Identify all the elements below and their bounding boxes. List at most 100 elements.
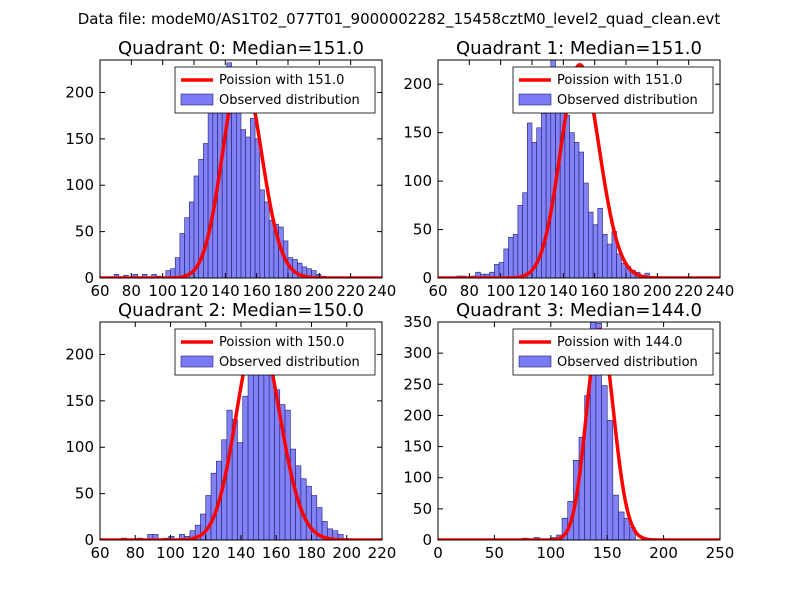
histogram-bar — [240, 129, 246, 278]
histogram-bar — [268, 220, 275, 278]
histogram-bar — [498, 262, 505, 278]
histogram-bar — [583, 182, 589, 278]
y-tick-label: 100 — [65, 176, 94, 194]
legend-box — [512, 328, 714, 376]
axes-frame — [437, 59, 721, 279]
histogram-bar — [179, 233, 185, 278]
legend-bar-swatch — [518, 355, 552, 368]
histogram-bar — [592, 224, 599, 278]
x-tick-label: 200 — [649, 544, 678, 562]
x-tick-label: 100 — [486, 282, 515, 300]
histogram-bar — [602, 234, 608, 278]
histogram-bar — [264, 201, 270, 278]
x-tick-label: 140 — [227, 544, 256, 562]
panel-title: Quadrant 1: Median=151.0 — [456, 38, 702, 59]
y-tick-label: 150 — [65, 130, 94, 148]
panel-title: Quadrant 0: Median=151.0 — [118, 38, 364, 59]
axes-frame — [437, 321, 721, 541]
histogram-bar — [618, 511, 625, 540]
x-tick-label: 160 — [580, 282, 609, 300]
histogram-bar — [113, 273, 120, 278]
x-tick-label: 80 — [460, 282, 479, 300]
legend-label-histogram: Observed distribution — [219, 355, 360, 370]
histogram-bar — [242, 395, 249, 540]
histogram-bar — [526, 122, 533, 278]
x-tick-label: 180 — [274, 282, 303, 300]
panel-title: Quadrant 2: Median=150.0 — [118, 300, 364, 321]
legend-label-fit: Poission with 151.0 — [557, 73, 682, 88]
x-tick-label: 120 — [180, 282, 209, 300]
x-tick-label: 180 — [297, 544, 326, 562]
plot-content — [438, 322, 720, 540]
histogram-bar — [250, 118, 256, 278]
panel-quadrant-3: 0 50 100 150 200 250 0 50 100 150 200 250 300 350 Quad… — [403, 300, 734, 562]
histogram-bar — [573, 142, 580, 278]
legend-label-fit: Poission with 144.0 — [557, 335, 682, 350]
histogram-bar — [132, 273, 138, 278]
histogram-bar — [203, 143, 209, 278]
x-tick-label: 140 — [211, 282, 240, 300]
y-tick-label: 100 — [403, 172, 432, 190]
y-tick-label: 50 — [413, 221, 432, 239]
y-tick-label: 0 — [422, 531, 432, 549]
y-tick-label: 350 — [403, 313, 432, 331]
x-tick-label: 220 — [368, 544, 397, 562]
y-tick-label: 100 — [65, 438, 94, 456]
histogram-bar — [226, 409, 233, 540]
legend-bar-swatch — [180, 93, 214, 106]
x-tick-label: 200 — [332, 544, 361, 562]
histogram-bar — [174, 257, 181, 278]
x-tick-label: 120 — [518, 282, 547, 300]
x-tick-label: 60 — [428, 282, 447, 300]
legend-label-histogram: Observed distribution — [219, 93, 360, 108]
histogram-bar — [564, 114, 570, 278]
legend-label-fit: Poission with 150.0 — [219, 335, 344, 350]
y-tick-label: 200 — [65, 345, 94, 363]
panel-quadrant-2: 60 80 100 120 140 160 180 200 220 0 50 100 150 200 Qua… — [65, 300, 396, 562]
histogram-bar — [245, 136, 251, 278]
y-tick-label: 300 — [403, 344, 432, 362]
axes-frame — [99, 59, 383, 279]
histogram-bar — [189, 201, 195, 278]
panel-title: Quadrant 3: Median=144.0 — [456, 300, 702, 321]
histogram-bar — [616, 253, 622, 278]
legend-label-histogram: Observed distribution — [557, 355, 698, 370]
x-tick-label: 240 — [368, 282, 397, 300]
x-tick-label: 150 — [593, 544, 622, 562]
legend-bar-swatch — [518, 93, 552, 106]
histogram-bar — [531, 142, 537, 278]
poisson-fit-line — [100, 329, 382, 540]
x-tick-label: 80 — [122, 282, 141, 300]
histogram-bar — [512, 234, 519, 278]
y-tick-label: 0 — [84, 531, 94, 549]
x-tick-label: 160 — [242, 282, 271, 300]
histogram-bar — [597, 207, 603, 278]
histogram-bar — [184, 217, 190, 278]
x-tick-label: 60 — [90, 282, 109, 300]
legend-box — [512, 66, 714, 114]
x-tick-label: 160 — [262, 544, 291, 562]
histogram-bar — [237, 442, 244, 540]
plot-content — [100, 329, 382, 540]
histogram-bar — [494, 264, 500, 278]
legend: Poission with 151.0 Observed distribution — [174, 66, 376, 114]
histogram-bar — [612, 494, 619, 540]
histogram-bar — [236, 87, 242, 278]
histogram-bar — [142, 273, 148, 278]
y-tick-label: 200 — [403, 75, 432, 93]
y-tick-label: 50 — [75, 485, 94, 503]
x-tick-label: 140 — [549, 282, 578, 300]
plot-content — [438, 60, 720, 278]
y-tick-label: 100 — [403, 469, 432, 487]
x-tick-label: 80 — [126, 544, 145, 562]
panel-quadrant-1: 60 80 100 120 140 160 180 200 220 240050100150200… — [403, 38, 734, 300]
histogram-bar — [503, 248, 509, 278]
histogram-bar — [569, 132, 575, 278]
histogram-bar — [522, 192, 528, 278]
histogram-bar — [168, 535, 175, 540]
legend-label-fit: Poission with 151.0 — [219, 73, 344, 88]
histogram-bar — [254, 138, 261, 278]
x-tick-label: 100 — [148, 282, 177, 300]
legend: Poission with 144.0 Observed distribution — [512, 328, 714, 376]
